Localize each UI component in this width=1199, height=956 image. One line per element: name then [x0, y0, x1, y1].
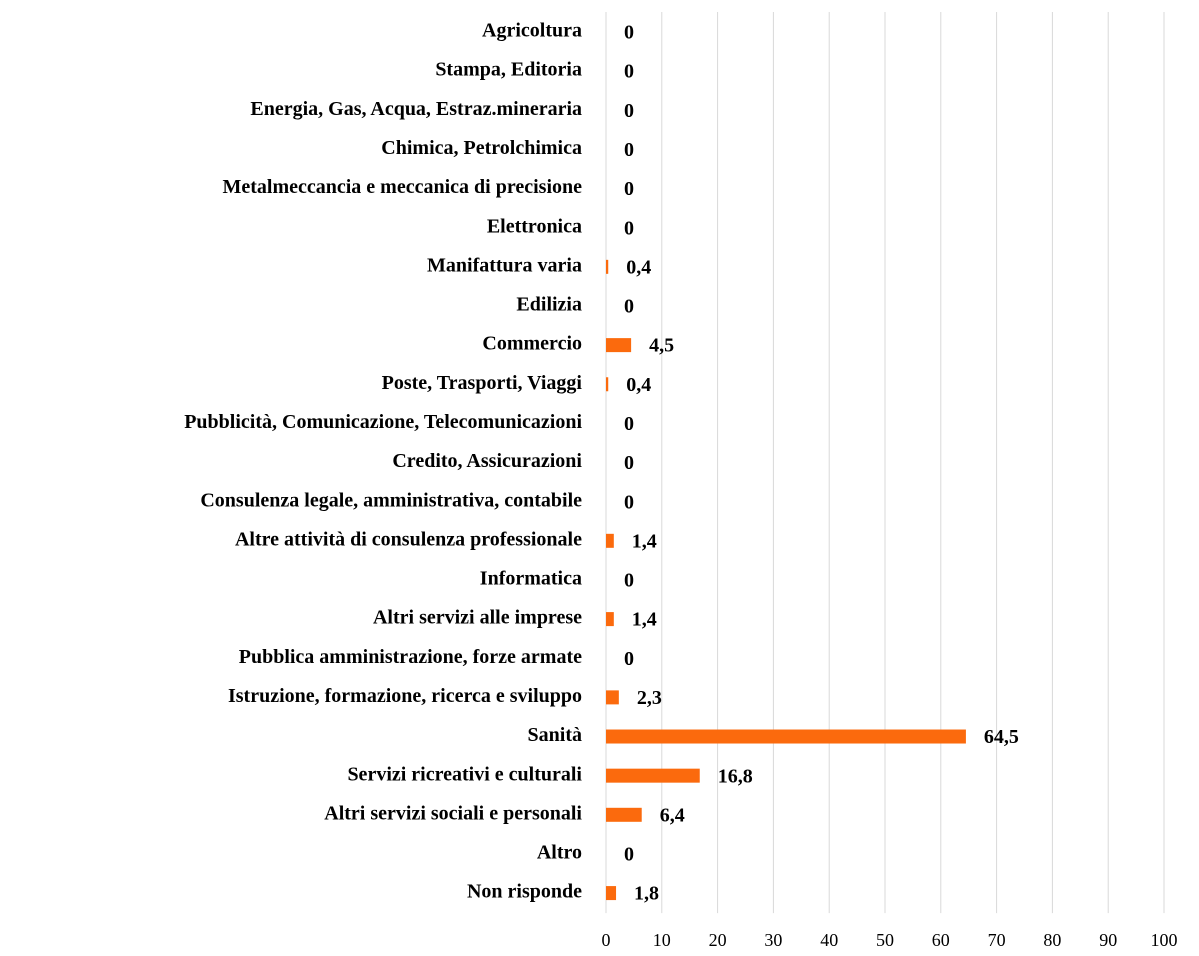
category-label: Credito, Assicurazioni — [392, 450, 582, 472]
category-label: Agricoltura — [482, 20, 582, 42]
value-label: 4,5 — [649, 335, 674, 357]
x-tick-label: 60 — [932, 930, 950, 950]
bar — [606, 886, 617, 901]
value-label: 0 — [624, 844, 634, 866]
category-label: Altri servizi alle imprese — [373, 607, 582, 629]
value-label: 0 — [624, 61, 634, 83]
value-label: 0,4 — [626, 256, 651, 278]
value-label: 0 — [624, 491, 634, 513]
value-label: 0 — [624, 139, 634, 161]
bar — [606, 690, 619, 705]
category-label: Istruzione, formazione, ricerca e svilup… — [228, 685, 582, 707]
category-label: Altri servizi sociali e personali — [324, 802, 582, 824]
value-label: 0 — [624, 22, 634, 44]
bar — [606, 533, 614, 548]
category-label: Sanità — [528, 724, 582, 746]
value-label: 0 — [624, 648, 634, 670]
value-label: 0 — [624, 413, 634, 435]
x-tick-label: 80 — [1043, 930, 1061, 950]
category-label: Stampa, Editoria — [435, 59, 582, 81]
x-tick-label: 20 — [709, 930, 727, 950]
value-label: 6,4 — [660, 804, 685, 826]
category-label: Metalmeccancia e meccanica di precisione — [222, 176, 582, 198]
x-tick-label: 40 — [820, 930, 838, 950]
bar — [606, 807, 642, 822]
bar — [606, 612, 614, 627]
bar — [606, 377, 609, 392]
bar — [606, 768, 700, 783]
x-tick-label: 70 — [988, 930, 1006, 950]
value-label: 0 — [624, 570, 634, 592]
value-label: 0 — [624, 452, 634, 474]
category-label: Consulenza legale, amministrativa, conta… — [200, 489, 582, 511]
x-tick-label: 90 — [1099, 930, 1117, 950]
bar — [606, 338, 632, 353]
category-label: Energia, Gas, Acqua, Estraz.mineraria — [250, 98, 582, 120]
value-label: 0 — [624, 217, 634, 239]
value-label: 1,4 — [632, 530, 657, 552]
category-label: Altre attività di consulenza professiona… — [235, 528, 582, 550]
value-label: 64,5 — [984, 726, 1019, 748]
category-label: Commercio — [482, 333, 582, 355]
bar — [606, 729, 966, 744]
category-label: Pubblicità, Comunicazione, Telecomunicaz… — [184, 411, 582, 433]
value-label: 0 — [624, 100, 634, 122]
category-label: Chimica, Petrolchimica — [381, 137, 582, 159]
x-tick-label: 50 — [876, 930, 894, 950]
category-label: Informatica — [480, 568, 582, 590]
category-label: Manifattura varia — [427, 254, 582, 276]
x-tick-label: 30 — [764, 930, 782, 950]
value-label: 16,8 — [718, 765, 753, 787]
value-label: 0,4 — [626, 374, 651, 396]
x-tick-label: 0 — [602, 930, 611, 950]
category-label: Poste, Trasporti, Viaggi — [382, 372, 583, 394]
category-label: Servizi ricreativi e culturali — [347, 763, 582, 785]
value-label: 0 — [624, 296, 634, 318]
value-label: 0 — [624, 178, 634, 200]
category-label: Non risponde — [467, 881, 582, 903]
category-label: Elettronica — [487, 215, 582, 237]
bar — [606, 259, 609, 274]
value-label: 1,4 — [632, 609, 657, 631]
value-label: 1,8 — [634, 883, 659, 905]
x-tick-label: 10 — [653, 930, 671, 950]
category-label: Edilizia — [516, 294, 582, 316]
category-label: Altro — [537, 842, 582, 864]
x-tick-label: 100 — [1151, 930, 1178, 950]
category-label: Pubblica amministrazione, forze armate — [239, 646, 582, 668]
value-label: 2,3 — [637, 687, 662, 709]
